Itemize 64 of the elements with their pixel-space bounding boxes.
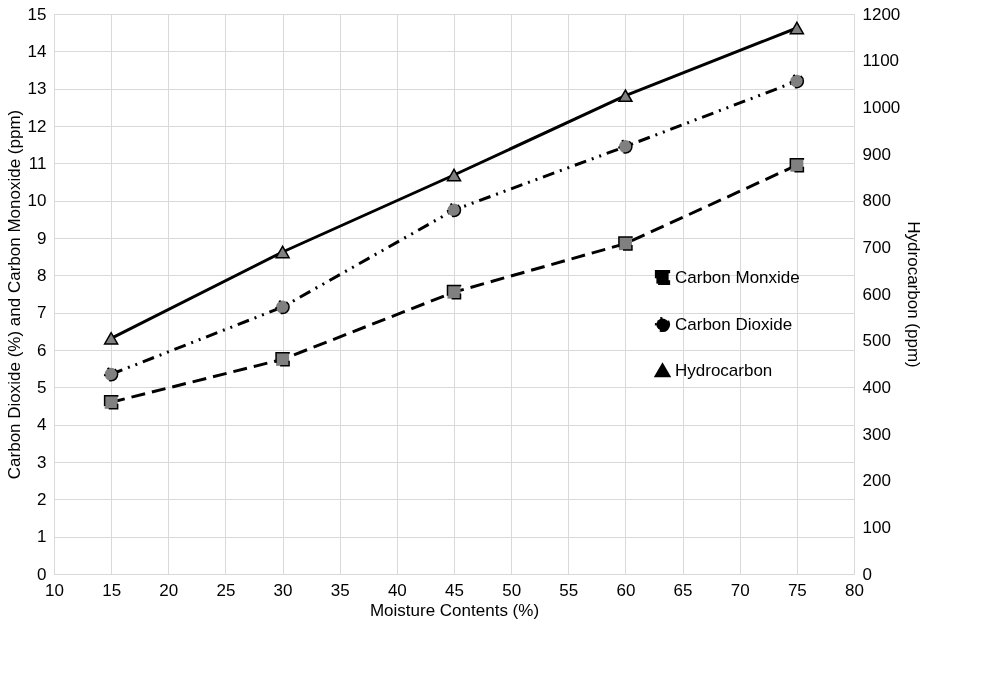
x-tick-label: 20 bbox=[159, 580, 179, 600]
x-tick-label: 65 bbox=[673, 580, 693, 600]
x-tick-label: 50 bbox=[502, 580, 522, 600]
y2-tick-label: 200 bbox=[862, 471, 891, 491]
y2-tick-label: 500 bbox=[862, 331, 891, 351]
point bbox=[446, 168, 462, 182]
y2-tick-label: 700 bbox=[862, 237, 891, 257]
y-tick-label: 2 bbox=[37, 489, 47, 509]
point bbox=[618, 236, 633, 251]
x-tick-label: 80 bbox=[845, 580, 864, 600]
x-tick-label: 60 bbox=[616, 580, 636, 600]
y-tick-label: 7 bbox=[37, 303, 47, 323]
y2-tick-label: 1200 bbox=[862, 4, 901, 24]
y-tick-label: 11 bbox=[28, 153, 47, 173]
x-tick-label: 30 bbox=[273, 580, 293, 600]
x-axis-title: Moisture Contents (%) bbox=[369, 600, 540, 620]
point bbox=[103, 395, 119, 410]
x-tick-label: 25 bbox=[216, 580, 236, 600]
y2-tick-label: 0 bbox=[862, 564, 872, 584]
y-tick-label: 14 bbox=[27, 41, 47, 61]
x-tick-label: 15 bbox=[102, 580, 122, 600]
point bbox=[275, 299, 290, 315]
point bbox=[618, 89, 633, 103]
point bbox=[789, 21, 805, 35]
y2-tick-label: 300 bbox=[862, 424, 891, 444]
point bbox=[789, 73, 805, 89]
y2-tick-label: 100 bbox=[862, 517, 891, 537]
point bbox=[275, 352, 290, 367]
y-tick-label: 13 bbox=[27, 79, 47, 99]
y-tick-label: 10 bbox=[27, 191, 47, 211]
point bbox=[275, 245, 290, 259]
y2-tick-label: 1000 bbox=[862, 97, 901, 117]
y2-tick-label: 1100 bbox=[862, 51, 900, 71]
y-tick-label: 6 bbox=[37, 340, 47, 360]
y-tick-label: 5 bbox=[37, 377, 47, 397]
y2-tick-label: 400 bbox=[862, 377, 891, 397]
legend-label: Carbon Monxide bbox=[675, 267, 800, 287]
y2-axis-title: Hydrocarbon (ppm) bbox=[904, 221, 924, 368]
y2-tick-label: 900 bbox=[862, 144, 891, 164]
x-tick-label: 45 bbox=[445, 580, 464, 600]
point bbox=[618, 139, 633, 154]
point bbox=[103, 331, 119, 345]
y-tick-label: 9 bbox=[37, 228, 47, 248]
y-tick-label: 15 bbox=[27, 4, 47, 24]
x-tick-label: 40 bbox=[387, 580, 407, 600]
y-tick-label: 0 bbox=[37, 564, 47, 584]
y-tick-label: 3 bbox=[37, 452, 47, 472]
x-tick-label: 55 bbox=[559, 580, 579, 600]
y-tick-label: 1 bbox=[37, 527, 47, 547]
y-axis-title: Carbon Dioxide (%) and Carbon Monoxide (ppm) bbox=[4, 109, 24, 480]
point bbox=[789, 157, 805, 173]
point bbox=[103, 367, 119, 382]
y2-tick-label: 600 bbox=[862, 284, 891, 304]
y-tick-label: 4 bbox=[37, 415, 47, 435]
y2-tick-label: 800 bbox=[862, 191, 891, 211]
legend-label: Carbon Dioxide bbox=[675, 314, 793, 334]
point bbox=[446, 202, 462, 218]
y-tick-label: 8 bbox=[37, 265, 47, 285]
legend-label: Hydrocarbon bbox=[675, 360, 773, 380]
x-tick-label: 75 bbox=[787, 580, 807, 600]
point bbox=[446, 284, 462, 300]
x-tick-label: 70 bbox=[730, 580, 750, 600]
y-tick-label: 12 bbox=[27, 116, 47, 136]
x-tick-label: 35 bbox=[330, 580, 350, 600]
